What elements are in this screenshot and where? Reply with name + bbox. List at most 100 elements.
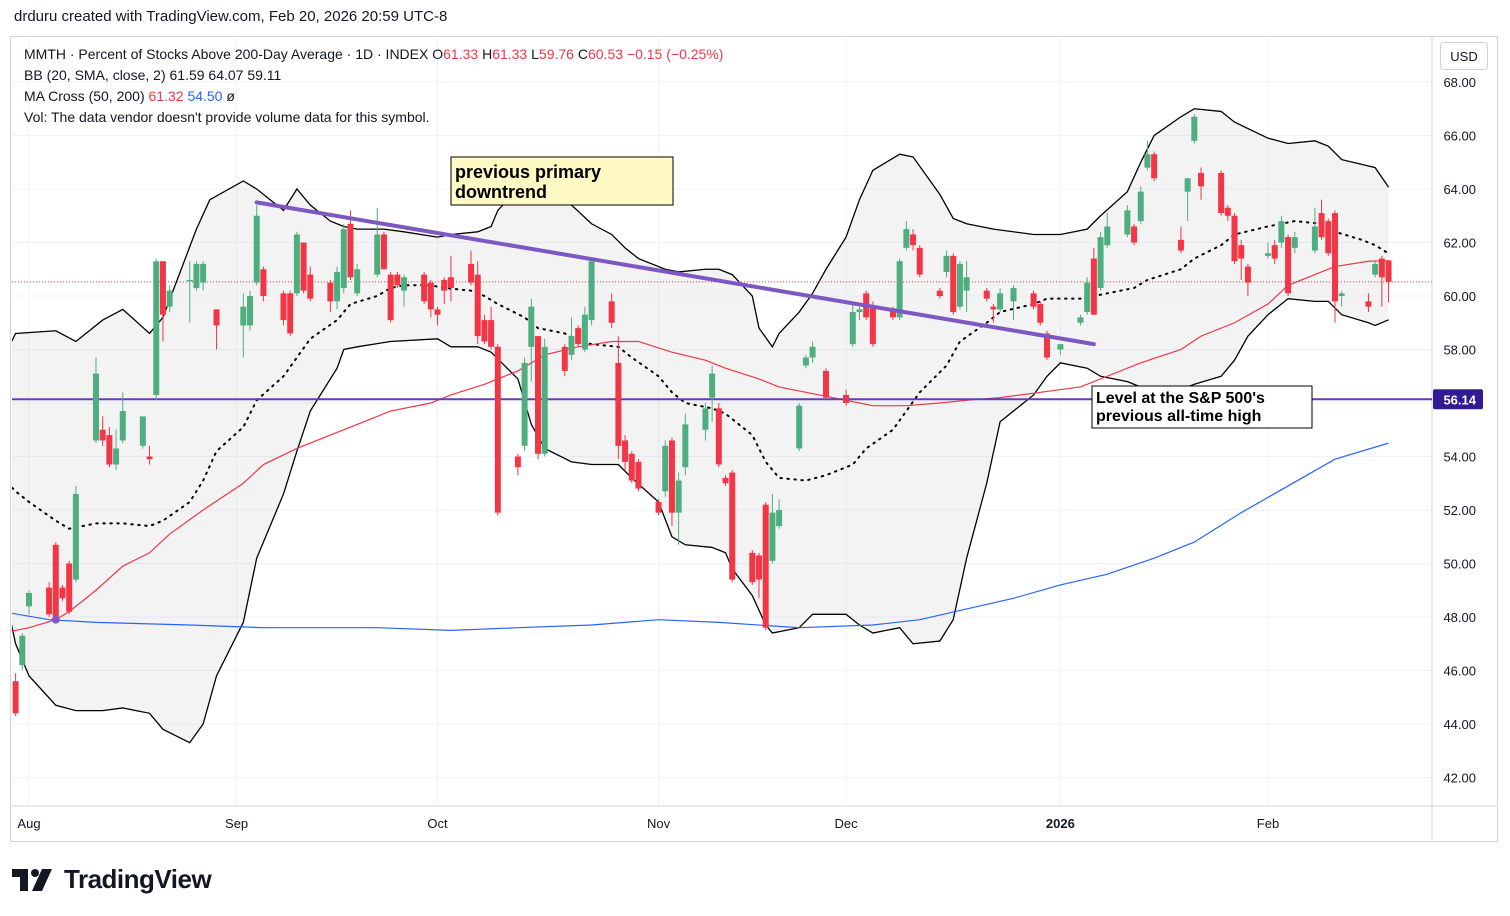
candle <box>809 341 816 363</box>
candle <box>581 306 588 353</box>
candle-body <box>682 424 689 468</box>
y-tick-label: 46.00 <box>1443 664 1476 679</box>
candle <box>334 266 341 310</box>
candle <box>434 306 441 326</box>
x-tick-label: 2026 <box>1046 816 1075 831</box>
candle-body <box>983 290 990 299</box>
candle <box>1191 114 1198 144</box>
candle-body <box>213 309 220 326</box>
candle-body <box>1231 215 1238 262</box>
candle-body <box>447 277 454 288</box>
candle-body <box>608 301 615 323</box>
candle-body <box>943 255 950 272</box>
candle-body <box>762 504 769 628</box>
candle-body <box>106 435 113 465</box>
candle-body <box>702 408 709 430</box>
candle-body <box>1104 226 1111 246</box>
candle <box>153 258 160 401</box>
y-tick-label: 44.00 <box>1443 717 1476 732</box>
candle <box>668 437 675 527</box>
candle <box>66 560 73 615</box>
candle-body <box>856 309 863 313</box>
candles <box>6 114 1392 716</box>
candle <box>528 298 535 382</box>
tradingview-logo-icon <box>12 868 52 891</box>
candle <box>1285 234 1292 296</box>
tradingview-logo[interactable]: TradingView <box>12 864 212 895</box>
candle-body <box>159 261 166 315</box>
candle-body <box>474 274 481 337</box>
candle <box>568 317 575 361</box>
candle-body <box>628 453 635 481</box>
symbol-description: MMTH · Percent of Stocks Above 200-Day A… <box>24 46 429 62</box>
candle <box>729 469 736 583</box>
candle-body <box>635 461 642 489</box>
candle <box>380 231 387 270</box>
candle <box>468 250 475 286</box>
candle <box>6 601 12 633</box>
level-note-text: Level at the S&P 500's <box>1096 390 1265 407</box>
candle-body <box>166 290 173 307</box>
level-note-box <box>1091 385 1313 429</box>
y-tick-label: 64.00 <box>1443 182 1476 197</box>
y-tick-label: 52.00 <box>1443 503 1476 518</box>
candle-body <box>615 362 622 446</box>
candle <box>1097 231 1104 291</box>
legend-symbol-row[interactable]: MMTH · Percent of Stocks Above 200-Day A… <box>24 44 723 65</box>
y-tick-label: 60.00 <box>1443 289 1476 304</box>
candle-body <box>849 312 856 345</box>
candle <box>327 279 334 313</box>
candle <box>1090 247 1097 315</box>
candle <box>1385 260 1392 303</box>
candle-body <box>441 279 448 291</box>
ohlc-open-label: O <box>432 46 444 62</box>
price-badge-label: 56.14 <box>1443 392 1476 407</box>
candle <box>72 485 79 583</box>
candle <box>822 368 829 401</box>
gridlines <box>12 37 1432 806</box>
ohlc-low: 59.76 <box>538 46 574 62</box>
candle-body <box>896 261 903 318</box>
candle <box>910 229 917 251</box>
candle-body <box>715 408 722 465</box>
chart-credit: drduru created with TradingView.com, Feb… <box>14 8 448 25</box>
y-tick-label: 54.00 <box>1443 450 1476 465</box>
downtrend-note-text: previous primary <box>455 162 601 182</box>
candle-body <box>916 247 923 275</box>
legend-bb-row[interactable]: BB (20, SMA, close, 2) 61.59 64.07 59.11 <box>24 65 723 86</box>
candle-body <box>521 362 528 446</box>
candle <box>401 274 408 307</box>
candle-body <box>541 346 548 454</box>
y-axis-labels: 68.0066.0064.0062.0060.0058.0056.0054.00… <box>1443 75 1476 786</box>
candle-body <box>287 293 294 334</box>
candle <box>99 416 106 446</box>
candle-body <box>380 234 387 270</box>
candle-body <box>139 416 146 446</box>
candle-body <box>568 336 575 355</box>
candle <box>1184 178 1191 222</box>
candle-body <box>12 681 19 714</box>
candle <box>956 261 963 310</box>
ohlc-high-label: H <box>482 46 493 62</box>
candle-body <box>1184 178 1191 192</box>
candle <box>146 445 153 465</box>
candle <box>441 277 448 305</box>
candle <box>950 253 957 315</box>
candle-body <box>1244 266 1251 283</box>
candle-body <box>1043 333 1050 358</box>
candle <box>481 314 488 345</box>
legend-ma-row[interactable]: MA Cross (50, 200) 61.32 54.50 ø <box>24 86 723 107</box>
candle <box>561 344 568 377</box>
candle <box>615 336 622 460</box>
candle <box>983 287 990 302</box>
candle-body <box>675 480 682 513</box>
candle-body <box>534 336 541 454</box>
candle-body <box>668 440 675 513</box>
ma200-value: 54.50 <box>187 88 223 104</box>
currency-button[interactable]: USD <box>1440 42 1488 70</box>
candle-body <box>662 445 669 492</box>
candle-body <box>722 477 729 484</box>
volume-note: Vol: The data vendor doesn't provide vol… <box>24 109 430 125</box>
candle-body <box>622 440 629 462</box>
